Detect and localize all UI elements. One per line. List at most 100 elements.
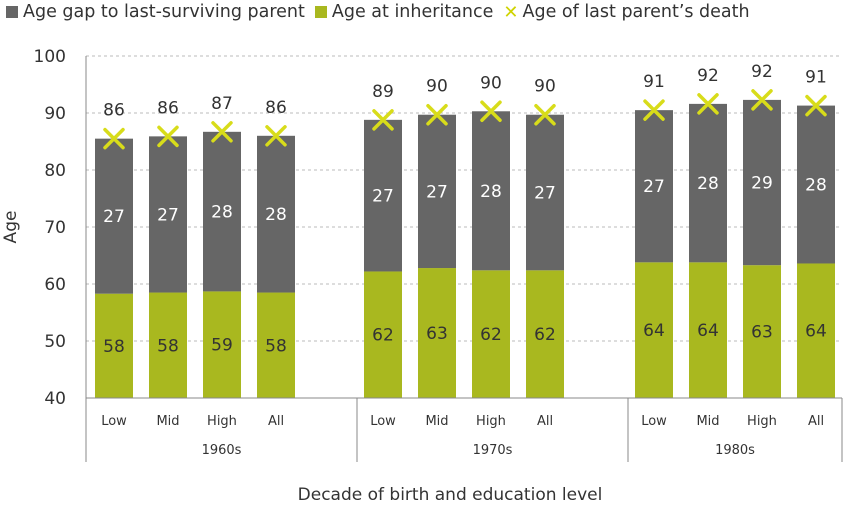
label-age-at-inheritance: 62 bbox=[372, 326, 394, 346]
label-parent-death: 92 bbox=[697, 66, 719, 86]
chart-legend: Age gap to last-surviving parent Age at … bbox=[6, 0, 760, 24]
death-marker-stroke bbox=[805, 94, 827, 117]
death-marker bbox=[697, 93, 719, 115]
label-age-at-inheritance: 58 bbox=[157, 336, 179, 356]
bar-segment-age-at-inheritance bbox=[418, 268, 456, 398]
label-age-gap: 28 bbox=[805, 176, 827, 196]
x-category-label: High bbox=[476, 414, 506, 429]
label-age-gap: 27 bbox=[534, 184, 556, 204]
death-marker-stroke bbox=[211, 121, 233, 143]
label-age-gap: 27 bbox=[103, 207, 125, 227]
label-age-at-inheritance: 64 bbox=[697, 321, 719, 341]
y-tick-label: 50 bbox=[44, 332, 66, 352]
death-markers bbox=[103, 89, 827, 150]
bar-segment-age-gap bbox=[149, 136, 187, 293]
death-marker bbox=[534, 103, 556, 126]
death-marker-stroke bbox=[534, 103, 556, 126]
bar-segment-age-gap bbox=[743, 99, 781, 266]
label-parent-death: 86 bbox=[157, 98, 179, 118]
death-marker bbox=[157, 125, 179, 148]
label-parent-death: 90 bbox=[426, 77, 448, 97]
legend-swatch-age-at-inheritance bbox=[314, 6, 327, 18]
x-axis-title: Decade of birth and education level bbox=[298, 485, 603, 505]
legend-item-age-gap: Age gap to last-surviving parent bbox=[6, 2, 305, 22]
x-category-label: Low bbox=[370, 414, 396, 429]
label-age-gap: 27 bbox=[643, 177, 665, 197]
bar-segment-age-at-inheritance bbox=[743, 265, 781, 398]
bar-segment-age-gap bbox=[797, 105, 835, 264]
bar-segment-age-gap bbox=[364, 119, 402, 272]
bar-segment-age-gap bbox=[635, 110, 673, 263]
death-marker bbox=[103, 127, 125, 150]
label-age-at-inheritance: 62 bbox=[534, 325, 556, 345]
death-marker bbox=[426, 103, 448, 126]
legend-label-age-gap: Age gap to last-surviving parent bbox=[23, 2, 305, 22]
label-age-gap: 27 bbox=[372, 187, 394, 207]
label-age-at-inheritance: 63 bbox=[426, 324, 448, 344]
label-parent-death: 89 bbox=[372, 82, 394, 102]
label-age-gap: 27 bbox=[426, 182, 448, 202]
label-parent-death: 91 bbox=[805, 68, 827, 88]
y-tick-label: 40 bbox=[44, 389, 66, 409]
legend-label-parent-death: Age of last parent’s death bbox=[522, 2, 750, 22]
legend-label-age-at-inheritance: Age at inheritance bbox=[331, 2, 494, 22]
y-tick-label: 80 bbox=[44, 161, 66, 181]
death-marker-stroke bbox=[480, 100, 502, 123]
label-age-at-inheritance: 59 bbox=[211, 336, 233, 356]
x-category-label: Mid bbox=[156, 414, 179, 429]
death-marker bbox=[372, 109, 394, 131]
y-tick-label: 60 bbox=[44, 275, 66, 295]
bar-segment-age-at-inheritance bbox=[95, 293, 133, 398]
bar-segment-age-at-inheritance bbox=[635, 262, 673, 398]
label-parent-death: 87 bbox=[211, 94, 233, 114]
death-marker-stroke bbox=[751, 89, 773, 111]
x-group-label: 1960s bbox=[202, 443, 242, 458]
grid-lines bbox=[86, 55, 842, 342]
label-age-gap: 29 bbox=[751, 174, 773, 194]
death-marker bbox=[265, 125, 287, 147]
x-category-label: Mid bbox=[425, 414, 448, 429]
label-parent-death: 92 bbox=[751, 62, 773, 82]
legend-item-age-at-inheritance: Age at inheritance bbox=[314, 2, 494, 22]
label-age-at-inheritance: 64 bbox=[643, 321, 665, 341]
label-age-at-inheritance: 64 bbox=[805, 322, 827, 342]
label-age-at-inheritance: 63 bbox=[751, 323, 773, 343]
label-age-gap: 28 bbox=[697, 174, 719, 194]
axes: 40 50 60 70 80 90 100 Low Mid High All 1960s Low Mid H… bbox=[34, 47, 843, 462]
y-axis-title: Age bbox=[1, 211, 21, 244]
label-parent-death: 86 bbox=[265, 98, 287, 118]
bars bbox=[95, 99, 835, 398]
x-category-label: All bbox=[268, 414, 284, 429]
bar-segment-age-at-inheritance bbox=[364, 271, 402, 398]
x-group-label: 1970s bbox=[473, 443, 513, 458]
death-marker-stroke bbox=[157, 125, 179, 148]
death-marker bbox=[211, 121, 233, 143]
x-category-label: Low bbox=[101, 414, 127, 429]
label-age-at-inheritance: 58 bbox=[265, 336, 287, 356]
death-marker bbox=[643, 99, 665, 121]
bar-segment-age-at-inheritance bbox=[526, 270, 564, 398]
label-parent-death: 86 bbox=[103, 101, 125, 121]
death-marker bbox=[751, 89, 773, 111]
y-tick-label: 90 bbox=[44, 104, 66, 124]
death-marker-stroke bbox=[103, 127, 125, 150]
death-marker-stroke bbox=[643, 99, 665, 121]
legend-swatch-age-gap bbox=[6, 6, 18, 18]
legend-item-parent-death: ✕ Age of last parent’s death bbox=[503, 2, 749, 23]
label-age-gap: 28 bbox=[265, 205, 287, 225]
x-category-label: High bbox=[207, 414, 237, 429]
bar-segment-age-gap bbox=[203, 131, 241, 292]
label-age-at-inheritance: 58 bbox=[103, 337, 125, 357]
bar-segment-age-gap bbox=[95, 138, 133, 294]
label-age-at-inheritance: 62 bbox=[480, 325, 502, 345]
y-tick-label: 100 bbox=[34, 47, 66, 67]
data-labels: 58 27 86 58 27 86 59 28 87 58 28 86 62 27 89 63 27 90 62 28… bbox=[103, 62, 827, 357]
death-marker-stroke bbox=[426, 103, 448, 126]
bar-segment-age-at-inheritance bbox=[689, 262, 727, 398]
bar-segment-age-gap bbox=[526, 114, 564, 271]
bar-segment-age-at-inheritance bbox=[257, 292, 295, 398]
death-marker-stroke bbox=[372, 109, 394, 131]
label-age-gap: 28 bbox=[211, 203, 233, 223]
death-marker bbox=[480, 100, 502, 123]
